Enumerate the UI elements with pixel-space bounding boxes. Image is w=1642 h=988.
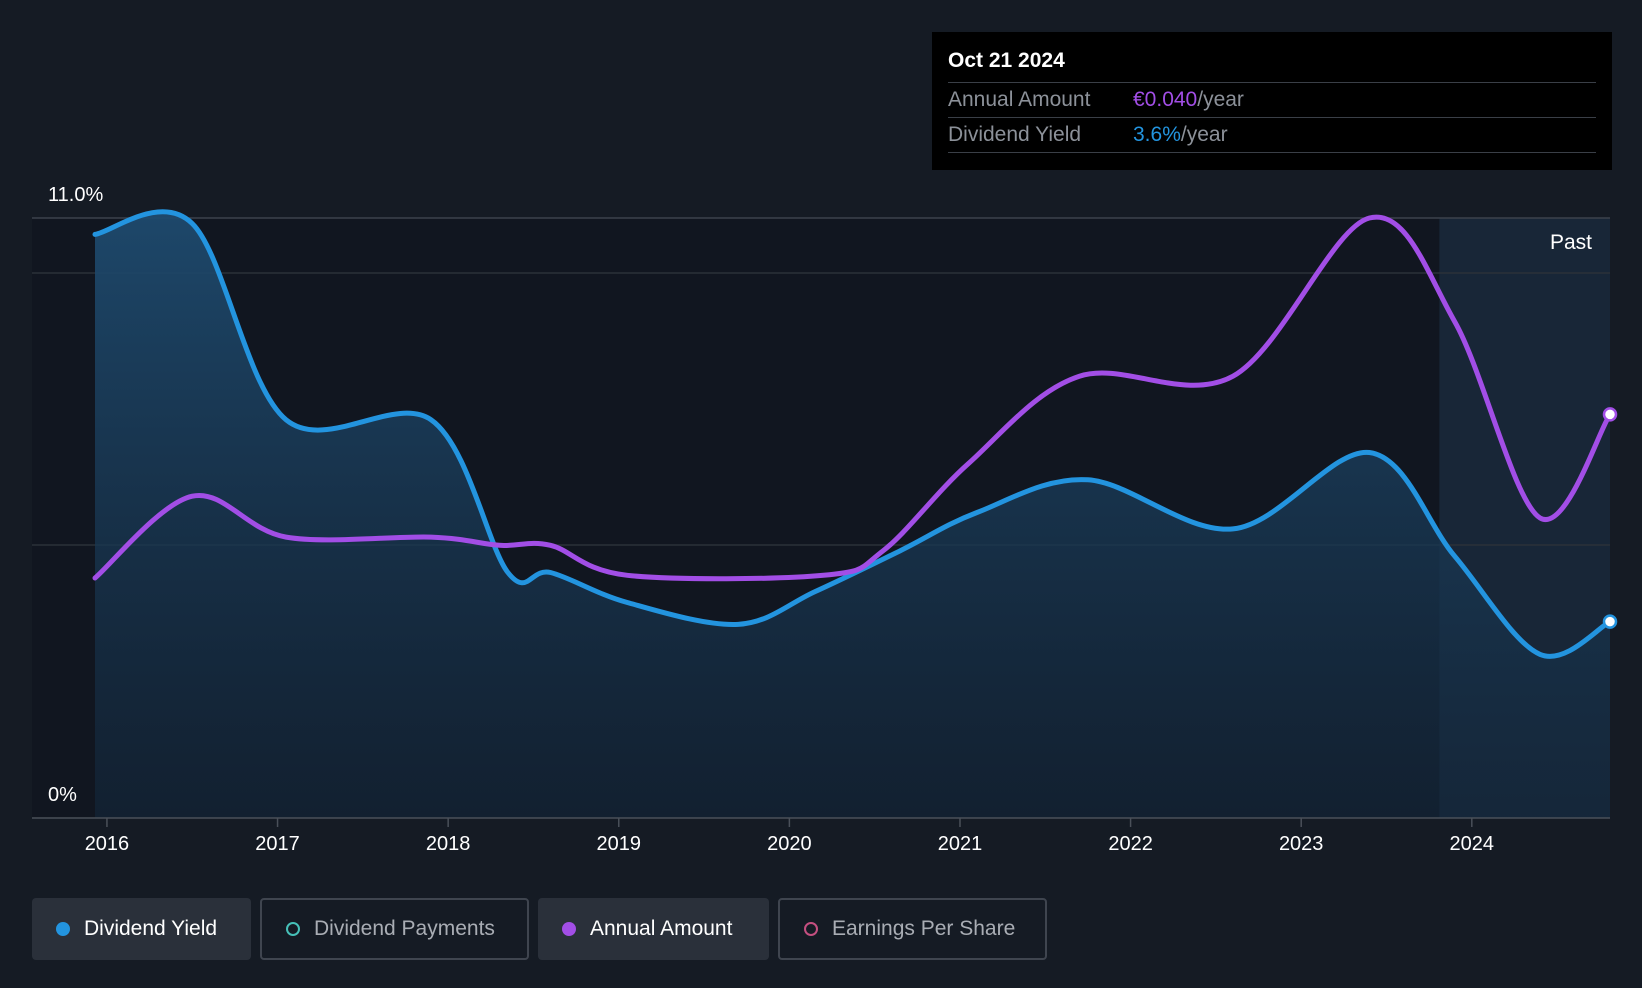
tooltip-unit: /year: [1197, 88, 1244, 111]
annual-amount-dot-icon: [562, 922, 576, 936]
x-tick-label: 2024: [1450, 833, 1495, 855]
x-tick-label: 2020: [767, 833, 812, 855]
legend-label: Dividend Yield: [84, 917, 218, 940]
legend-annual-amount[interactable]: Annual Amount: [538, 898, 769, 960]
tooltip-unit: /year: [1180, 123, 1228, 146]
x-tick-label: 2017: [255, 833, 300, 855]
y-tick-label-top: 11.0%: [48, 184, 103, 206]
x-tick-label: 2022: [1108, 833, 1153, 855]
tooltip-value: €0.040: [1133, 88, 1198, 111]
x-tick-label: 2023: [1279, 833, 1324, 855]
x-tick-label: 2019: [597, 833, 642, 855]
legend-dividend-yield[interactable]: Dividend Yield: [32, 898, 251, 960]
dividend-yield-area: [95, 211, 1610, 819]
tooltip-value: 3.6%: [1133, 123, 1181, 146]
dividend-payments-ring-icon: [286, 922, 300, 936]
tooltip-row-dividend-yield: Dividend Yield 3.6% /year: [948, 117, 1596, 153]
dividend-yield-end-marker[interactable]: [1602, 614, 1618, 629]
dividend-yield-dot-icon: [56, 922, 70, 936]
legend-label: Annual Amount: [590, 917, 733, 940]
annual-amount-end-marker[interactable]: [1602, 407, 1618, 422]
past-label: Past: [1550, 231, 1592, 254]
earnings-per-share-ring-icon: [804, 922, 818, 936]
legend: Dividend Yield Dividend Payments Annual …: [32, 898, 1047, 960]
x-tick-label: 2021: [938, 833, 983, 855]
y-tick-label-bottom: 0%: [48, 784, 77, 806]
tooltip-row-annual-amount: Annual Amount €0.040 /year: [948, 82, 1596, 117]
x-tick-label: 2018: [426, 833, 471, 855]
annual-amount-line: [92, 214, 1613, 582]
tooltip-label: Annual Amount: [948, 88, 1091, 111]
tooltip-date: Oct 21 2024: [948, 49, 1065, 72]
legend-label: Dividend Payments: [314, 917, 495, 940]
legend-label: Earnings Per Share: [832, 917, 1016, 940]
legend-earnings-per-share[interactable]: Earnings Per Share: [778, 898, 1047, 960]
tooltip: Oct 21 2024 Annual Amount €0.040 /year D…: [932, 32, 1612, 170]
tooltip-label: Dividend Yield: [948, 123, 1082, 146]
legend-dividend-payments[interactable]: Dividend Payments: [260, 898, 529, 960]
x-tick-label: 2016: [85, 833, 130, 855]
dividend-yield-line: [92, 209, 1613, 659]
